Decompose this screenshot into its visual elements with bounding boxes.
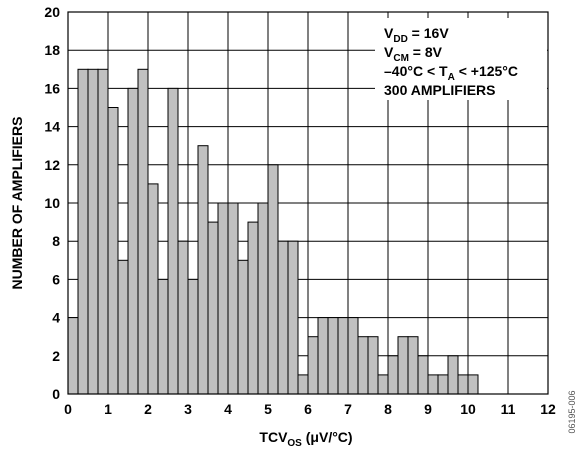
histogram-bar (167, 87, 179, 395)
histogram-bar (377, 374, 389, 395)
histogram-bar (97, 68, 109, 395)
x-tick-label: 8 (384, 401, 392, 417)
histogram-bar (417, 355, 429, 395)
histogram-bar (327, 317, 339, 395)
legend-line-sub: A (448, 72, 455, 83)
x-tick-label: 10 (460, 401, 476, 417)
histogram-bar (67, 317, 79, 395)
y-tick-label: 18 (44, 42, 60, 58)
y-tick-label: 16 (44, 80, 60, 96)
legend-line-main: –40°C < T (384, 63, 448, 79)
x-tick-label: 6 (304, 401, 312, 417)
histogram-bar (187, 278, 199, 395)
histogram-bar (437, 374, 449, 395)
y-tick-labels: 0 2 4 6 8 10 12 14 16 18 20 (44, 4, 60, 402)
x-tick-label: 3 (184, 401, 192, 417)
histogram-bar (137, 68, 149, 395)
legend-line-rest: = 8V (409, 44, 443, 60)
x-axis-title-main: TCV (259, 429, 288, 445)
legend-line-main: 300 AMPLIFIERS (384, 82, 496, 98)
histogram-bar (227, 202, 239, 395)
y-tick-label: 12 (44, 157, 60, 173)
histogram-bar (287, 240, 299, 395)
histogram-bars (67, 68, 479, 395)
histogram-bar (257, 202, 269, 395)
x-axis-title: TCVOS (μV/°C) (259, 429, 352, 449)
x-tick-labels: 0 1 2 3 4 5 6 7 8 9 10 11 12 (64, 401, 556, 417)
y-tick-label: 2 (52, 348, 60, 364)
histogram-bar (337, 317, 349, 395)
histogram-bar (247, 221, 259, 395)
x-tick-label: 2 (144, 401, 152, 417)
histogram-bar (357, 336, 369, 395)
histogram-bar (307, 336, 319, 395)
x-tick-label: 4 (224, 401, 232, 417)
histogram-bar (367, 336, 379, 395)
y-tick-label: 10 (44, 195, 60, 211)
histogram-bar (197, 145, 209, 395)
histogram-bar (467, 374, 479, 395)
y-tick-label: 0 (52, 386, 60, 402)
figure-id: 06195-006 (567, 390, 577, 433)
histogram-bar (297, 374, 309, 395)
y-tick-label: 6 (52, 271, 60, 287)
histogram-bar (277, 240, 289, 395)
histogram-bar (317, 317, 329, 395)
histogram-bar (87, 68, 99, 395)
histogram-bar (117, 259, 129, 395)
histogram-bar (347, 317, 359, 395)
histogram-bar (457, 374, 469, 395)
x-tick-label: 9 (424, 401, 432, 417)
histogram-bar (427, 374, 439, 395)
y-tick-label: 8 (52, 233, 60, 249)
legend-line-sub: CM (393, 53, 409, 64)
legend-line: 300 AMPLIFIERS (384, 82, 496, 98)
legend-line-rest: = 16V (408, 25, 450, 41)
x-tick-label: 11 (501, 401, 516, 417)
histogram-bar (127, 87, 139, 395)
histogram-bar (157, 278, 169, 395)
x-tick-label: 1 (104, 401, 112, 417)
legend-line-main: V (384, 44, 394, 60)
histogram-bar (237, 259, 249, 395)
x-axis-title-unit: (μV/°C) (302, 429, 353, 445)
histogram-bar (447, 355, 459, 395)
y-tick-label: 20 (44, 4, 60, 20)
legend-line: VDD = 16V (384, 25, 449, 45)
y-tick-label: 4 (52, 310, 60, 326)
legend-background (375, 18, 547, 100)
x-axis-title-sub: OS (287, 438, 302, 449)
x-tick-label: 12 (540, 401, 556, 417)
histogram-bar (77, 68, 89, 395)
histogram-bar (107, 107, 119, 395)
histogram-bar (397, 336, 409, 395)
histogram-bar (207, 221, 219, 395)
y-tick-label: 14 (44, 119, 60, 135)
x-tick-label: 7 (344, 401, 352, 417)
legend-line-main: V (384, 25, 394, 41)
legend-line: –40°C < TA < +125°C (384, 63, 518, 83)
legend-line-sub: DD (393, 34, 407, 45)
y-axis-title: NUMBER OF AMPLIFIERS (9, 117, 25, 290)
histogram-bar (177, 240, 189, 395)
x-tick-label: 5 (264, 401, 272, 417)
legend-line-rest: < +125°C (455, 63, 518, 79)
histogram-bar (147, 183, 159, 395)
histogram-bar (267, 164, 279, 395)
legend-line: VCM = 8V (384, 44, 443, 64)
x-tick-label: 0 (64, 401, 72, 417)
histogram-bar (217, 202, 229, 395)
histogram-bar (387, 355, 399, 395)
plot-frame (67, 11, 549, 395)
histogram-bar (407, 336, 419, 395)
